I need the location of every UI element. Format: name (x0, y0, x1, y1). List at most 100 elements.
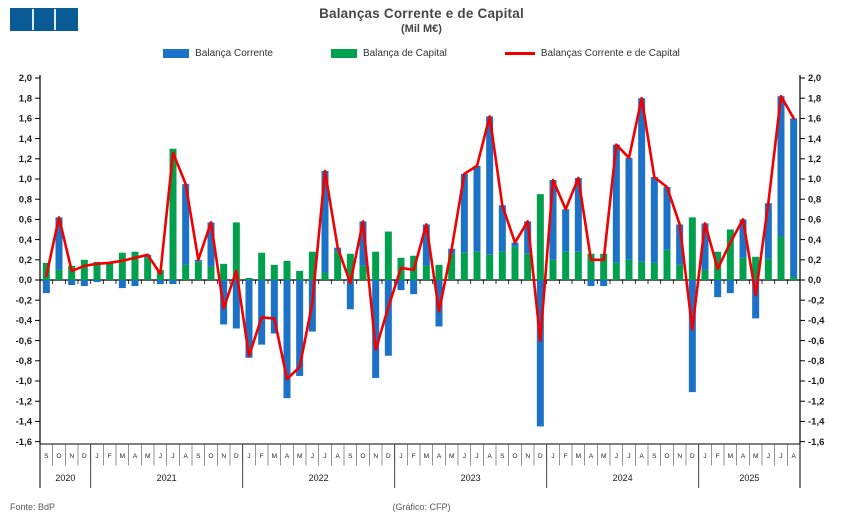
bar-capital (346, 253, 354, 280)
year-label: 2021 (157, 473, 177, 483)
month-label: F (564, 453, 568, 460)
month-label: D (538, 453, 543, 460)
month-label: A (791, 453, 796, 460)
y-axis-label-right: 0,4 (808, 235, 822, 246)
bar-capital (726, 229, 734, 280)
bar-current (270, 280, 278, 334)
legend-label: Balança de Capital (362, 48, 447, 59)
bar-capital (460, 252, 468, 280)
bar-capital (473, 251, 481, 280)
month-label: J (95, 453, 98, 460)
cfp-logo-segment (11, 9, 32, 30)
y-axis-label-right: -0,2 (808, 295, 824, 306)
chart-title: Balanças Corrente e de Capital (319, 6, 524, 21)
bar-current (790, 118, 798, 277)
month-label: A (183, 453, 188, 460)
bar-current (42, 280, 50, 294)
month-label: F (108, 453, 112, 460)
bar-capital (739, 257, 747, 280)
month-label: M (449, 453, 454, 460)
legend-item-capital: Balança de Capital (330, 48, 447, 59)
month-label: N (525, 453, 530, 460)
bar-current (346, 280, 354, 310)
month-label: M (272, 453, 277, 460)
month-label: A (437, 453, 442, 460)
y-axis-label-left: 0,2 (19, 255, 32, 266)
credit-note: (Gráfico: CFP) (392, 502, 451, 512)
y-axis-label-left: -0,8 (16, 356, 32, 367)
month-label: D (690, 453, 695, 460)
bar-current (726, 280, 734, 294)
bar-capital (549, 259, 557, 280)
bar-capital (182, 264, 190, 280)
bar-current (156, 280, 164, 285)
y-axis-label-left: -0,6 (16, 336, 32, 347)
y-axis-label-right: -0,4 (808, 316, 825, 327)
y-axis-label-right: 1,6 (808, 114, 821, 125)
bar-capital (574, 251, 582, 280)
month-label: S (652, 453, 657, 460)
month-label: M (424, 453, 429, 460)
bar-current (68, 280, 76, 286)
y-axis-label-right: 1,4 (808, 134, 822, 145)
month-label: J (247, 453, 250, 460)
bar-current (714, 280, 722, 298)
legend-label: Balança Corrente (195, 48, 273, 59)
bar-capital (536, 194, 544, 280)
month-label: N (373, 453, 378, 460)
bar-capital (334, 251, 342, 280)
month-label: S (196, 453, 201, 460)
month-label: M (728, 453, 733, 460)
year-label: 2023 (461, 473, 481, 483)
y-axis-label-right: -0,8 (808, 356, 824, 367)
bar-capital (68, 265, 76, 280)
bar-capital (144, 257, 152, 280)
bar-current (359, 221, 367, 266)
bar-capital (194, 261, 202, 280)
bar-capital (638, 261, 646, 280)
y-axis-label-right: 1,2 (808, 154, 821, 165)
y-axis-label-left: -0,4 (16, 316, 33, 327)
bar-capital (777, 236, 785, 280)
bar-current (258, 280, 266, 345)
chart-legend: Balança Corrente Balança de Capital Bala… (0, 48, 843, 59)
bar-current (587, 280, 595, 287)
bar-current (296, 280, 304, 376)
month-label: O (664, 453, 669, 460)
month-label: J (767, 453, 770, 460)
y-axis-label-right: -1,0 (808, 376, 824, 387)
bar-current (182, 184, 190, 265)
bar-current (701, 223, 709, 270)
month-label: A (589, 453, 594, 460)
bar-capital (321, 272, 329, 280)
bar-capital (663, 249, 671, 280)
year-label: 2020 (55, 473, 75, 483)
bar-capital (220, 263, 228, 280)
bar-capital (688, 217, 696, 280)
bar-current (55, 217, 63, 270)
capital-swatch-icon (330, 49, 357, 58)
bar-capital (790, 276, 798, 280)
bar-capital (232, 222, 240, 280)
month-label: J (171, 453, 174, 460)
legend-item-current: Balança Corrente (163, 48, 273, 59)
year-label: 2024 (613, 473, 633, 483)
bar-current (777, 96, 785, 237)
month-label: A (741, 453, 746, 460)
y-axis-label-left: 0,6 (19, 215, 32, 226)
month-label: A (285, 453, 290, 460)
year-label: 2025 (739, 473, 759, 483)
chart-subtitle: (Mil M€) (401, 23, 442, 35)
month-label: O (360, 453, 365, 460)
bar-current (663, 187, 671, 250)
bar-capital (625, 259, 633, 280)
y-axis-label-right: 1,0 (808, 174, 821, 185)
month-label: J (159, 453, 162, 460)
month-label: A (133, 453, 138, 460)
y-axis-label-right: 0,8 (808, 194, 821, 205)
month-label: F (716, 453, 720, 460)
y-axis-label-left: 1,4 (19, 134, 33, 145)
month-label: S (44, 453, 49, 460)
month-label: N (221, 453, 226, 460)
